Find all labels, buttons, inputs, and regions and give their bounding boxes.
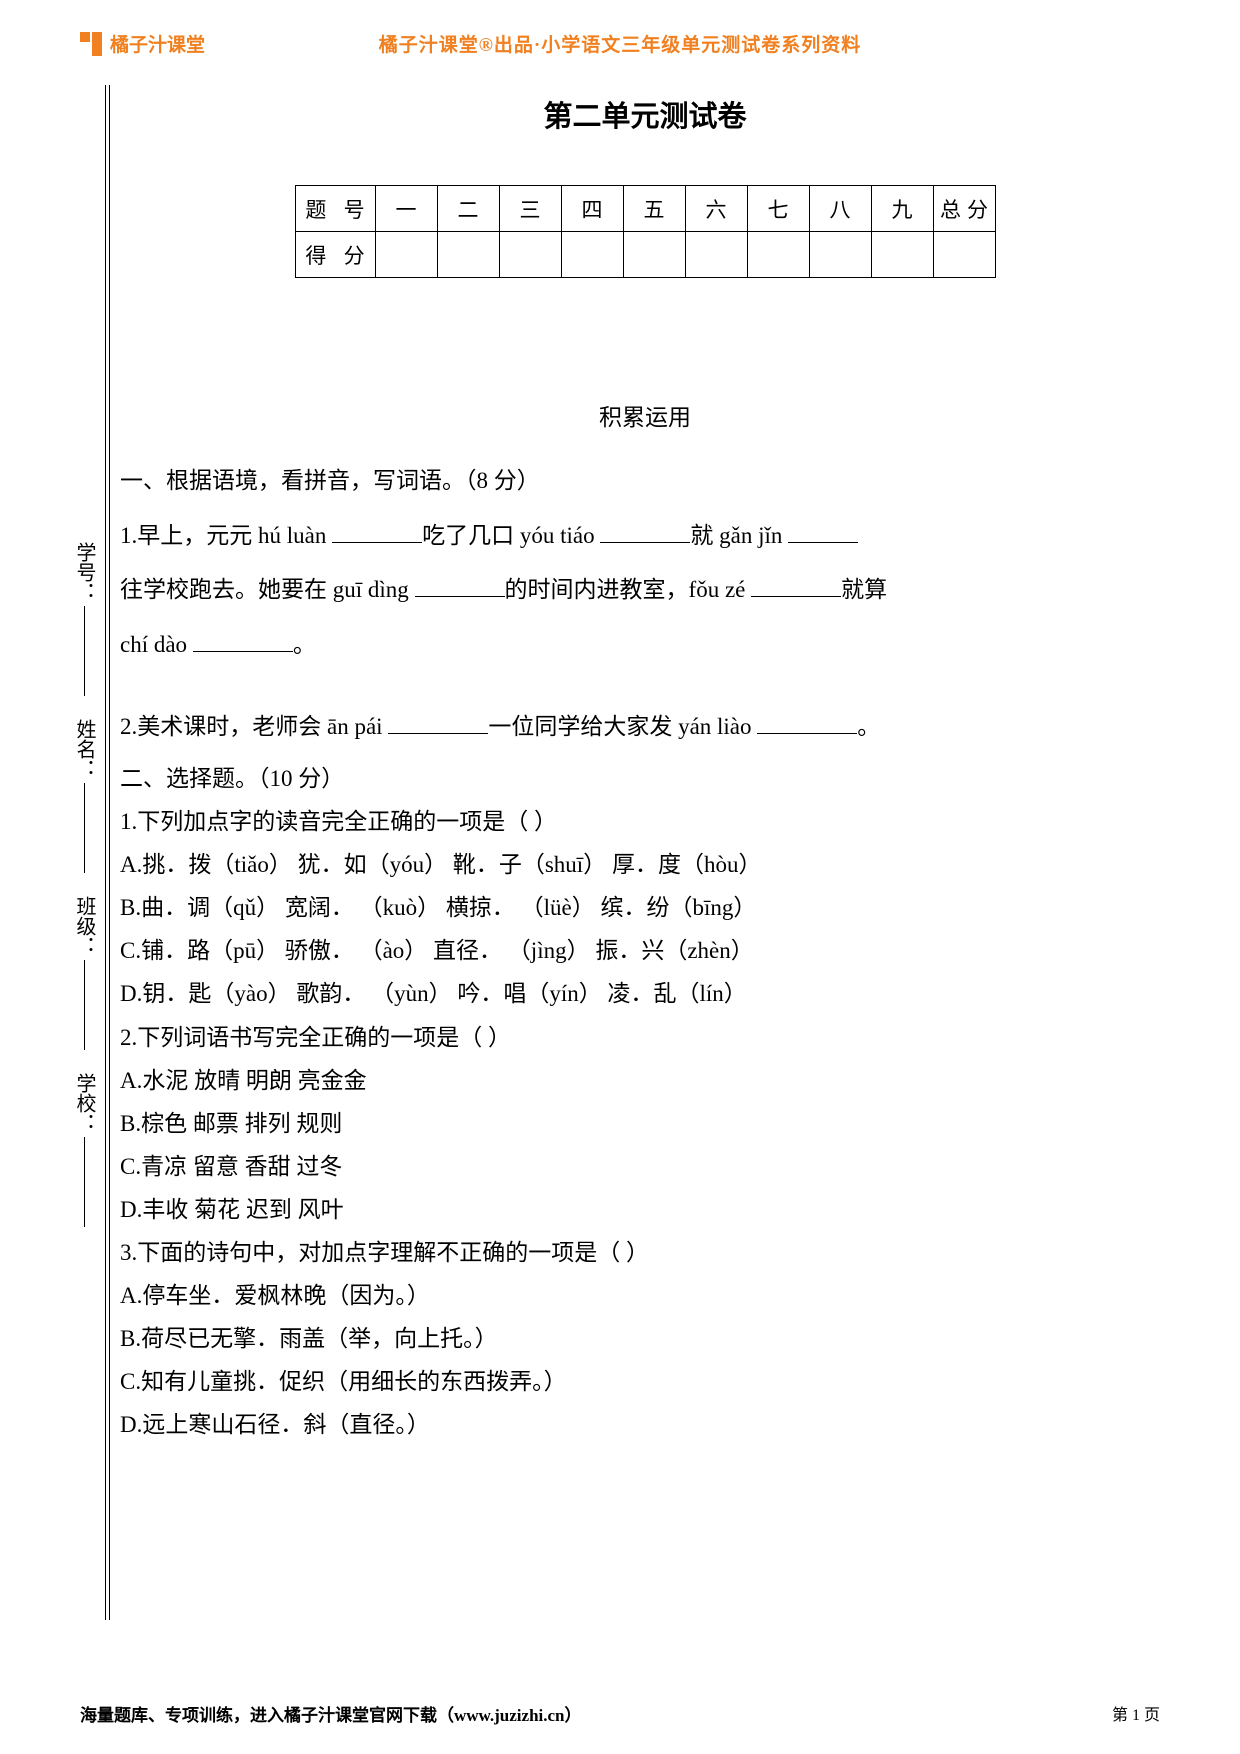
sidebar-label: 班级： (70, 896, 99, 956)
document-title: 第二单元测试卷 (120, 93, 1170, 135)
text-fragment: 就算 (841, 577, 887, 602)
table-header-cell: 九 (871, 186, 933, 232)
text-fragment: 一位同学给大家发 yán liào (488, 714, 757, 739)
logo-icon (80, 32, 104, 56)
sidebar-underline (84, 1137, 85, 1227)
table-cell (685, 232, 747, 278)
q2-option: B.棕色 邮票 排列 规则 (120, 1104, 1170, 1143)
table-cell (809, 232, 871, 278)
table-header-cell: 一 (375, 186, 437, 232)
sidebar-underline (84, 783, 85, 873)
sidebar-field-name: 姓名： (70, 719, 99, 881)
table-header-cell: 三 (499, 186, 561, 232)
text-fragment: 。 (293, 632, 316, 657)
fill-blank (788, 521, 858, 543)
table-header-cell: 二 (437, 186, 499, 232)
table-cell (561, 232, 623, 278)
footer-text: 海量题库、专项训练，进入橘子汁课堂官网下载（www.juzizhi.cn） (80, 1701, 582, 1726)
text-fragment: 2.美术课时，老师会 ān pái (120, 714, 388, 739)
question-1: 一、根据语境，看拼音，写词语。（8 分） 1.早上，元元 hú luàn 吃了几… (120, 456, 1170, 753)
page-header: 橘子汁课堂 橘子汁课堂®出品·小学语文三年级单元测试卷系列资料 (0, 30, 1240, 57)
fill-blank (193, 630, 293, 652)
q2-option: A.水泥 放晴 明朗 亮金金 (120, 1061, 1170, 1100)
text-fragment: 吃了几口 yóu tiáo (422, 523, 600, 548)
section-heading: 积累运用 (120, 398, 1170, 432)
table-cell (871, 232, 933, 278)
table-row: 题 号 一 二 三 四 五 六 七 八 九 总分 (295, 186, 995, 232)
table-cell (437, 232, 499, 278)
sidebar-label: 学校： (70, 1073, 99, 1133)
table-header-cell: 题 号 (295, 186, 375, 232)
table-header-cell: 五 (623, 186, 685, 232)
table-row: 得 分 (295, 232, 995, 278)
info-sidebar: 学校： 班级： 姓名： 学号： (70, 265, 99, 1235)
spacer (120, 674, 1170, 702)
sidebar-field-id: 学号： (70, 542, 99, 704)
table-header-cell: 七 (747, 186, 809, 232)
table-header-cell: 八 (809, 186, 871, 232)
question-2: 二、选择题。（10 分） 1.下列加点字的读音完全正确的一项是（ ） A.挑．拨… (120, 759, 1170, 1445)
sidebar-label: 姓名： (70, 719, 99, 779)
logo-text: 橘子汁课堂 (110, 30, 205, 57)
text-fragment: 的时间内进教室，fǒu zé (505, 577, 752, 602)
table-cell: 得 分 (295, 232, 375, 278)
sidebar-underline (84, 606, 85, 696)
text-fragment: 就 gǎn jǐn (690, 523, 788, 548)
table-cell (747, 232, 809, 278)
table-cell (375, 232, 437, 278)
sidebar-field-class: 班级： (70, 896, 99, 1058)
q2-title: 二、选择题。（10 分） (120, 759, 1170, 798)
q2-sub1: 1.下列加点字的读音完全正确的一项是（ ） (120, 802, 1170, 841)
main-content: 第二单元测试卷 题 号 一 二 三 四 五 六 七 八 九 总分 得 分 (120, 85, 1170, 1450)
q2-option: D.钥．匙（yào） 歌韵． （yùn） 吟．唱（yín） 凌．乱（lín） (120, 974, 1170, 1013)
q1-line2: 往学校跑去。她要在 guī dìng 的时间内进教室，fǒu zé 就算 (120, 565, 1170, 616)
q2-option: A.挑．拨（tiǎo） 犹．如（yóu） 靴．子（shuī） 厚．度（hòu） (120, 845, 1170, 884)
score-table: 题 号 一 二 三 四 五 六 七 八 九 总分 得 分 (295, 185, 996, 278)
text-fragment: 1.早上，元元 hú luàn (120, 523, 332, 548)
table-cell (623, 232, 685, 278)
fill-blank (388, 712, 488, 734)
brand-logo: 橘子汁课堂 (80, 30, 205, 57)
fill-blank (751, 575, 841, 597)
sidebar-label: 学号： (70, 542, 99, 602)
q2-option: A.停车坐．爱枫林晚（因为。） (120, 1276, 1170, 1315)
page-footer: 海量题库、专项训练，进入橘子汁课堂官网下载（www.juzizhi.cn） 第 … (80, 1701, 1160, 1726)
table-header-cell: 六 (685, 186, 747, 232)
table-header-cell: 四 (561, 186, 623, 232)
sidebar-field-school: 学校： (70, 1073, 99, 1235)
q2-option: D.丰收 菊花 迟到 风叶 (120, 1190, 1170, 1229)
q2-option: D.远上寒山石径．斜（直径。） (120, 1405, 1170, 1444)
text-fragment: 。 (857, 714, 880, 739)
table-cell (933, 232, 995, 278)
text-fragment: chí dào (120, 632, 193, 657)
text-fragment: 往学校跑去。她要在 guī dìng (120, 577, 415, 602)
sidebar-underline (84, 960, 85, 1050)
q2-sub3: 3.下面的诗句中，对加点字理解不正确的一项是（ ） (120, 1233, 1170, 1272)
q1-line1: 1.早上，元元 hú luàn 吃了几口 yóu tiáo 就 gǎn jǐn (120, 511, 1170, 562)
fill-blank (600, 521, 690, 543)
q2-option: C.知有儿童挑．促织（用细长的东西拨弄。） (120, 1362, 1170, 1401)
q2-option: B.曲．调（qǔ） 宽阔． （kuò） 横掠． （lüè） 缤．纷（bīng） (120, 888, 1170, 927)
fill-blank (757, 712, 857, 734)
q1-line4: 2.美术课时，老师会 ān pái 一位同学给大家发 yán liào 。 (120, 702, 1170, 753)
divider-line-2 (109, 85, 110, 1620)
table-header-cell: 总分 (933, 186, 995, 232)
divider-line-1 (105, 85, 106, 1620)
q2-option: C.铺．路（pū） 骄傲． （ào） 直径． （jìng） 振．兴（zhèn） (120, 931, 1170, 970)
fill-blank (332, 521, 422, 543)
q2-option: C.青凉 留意 香甜 过冬 (120, 1147, 1170, 1186)
table-cell (499, 232, 561, 278)
q2-sub2: 2.下列词语书写完全正确的一项是（ ） (120, 1018, 1170, 1057)
fill-blank (415, 575, 505, 597)
q2-option: B.荷尽已无擎．雨盖（举，向上托。） (120, 1319, 1170, 1358)
q1-line3: chí dào 。 (120, 620, 1170, 671)
page-number: 第 1 页 (1112, 1701, 1160, 1726)
q1-title: 一、根据语境，看拼音，写词语。（8 分） (120, 456, 1170, 507)
